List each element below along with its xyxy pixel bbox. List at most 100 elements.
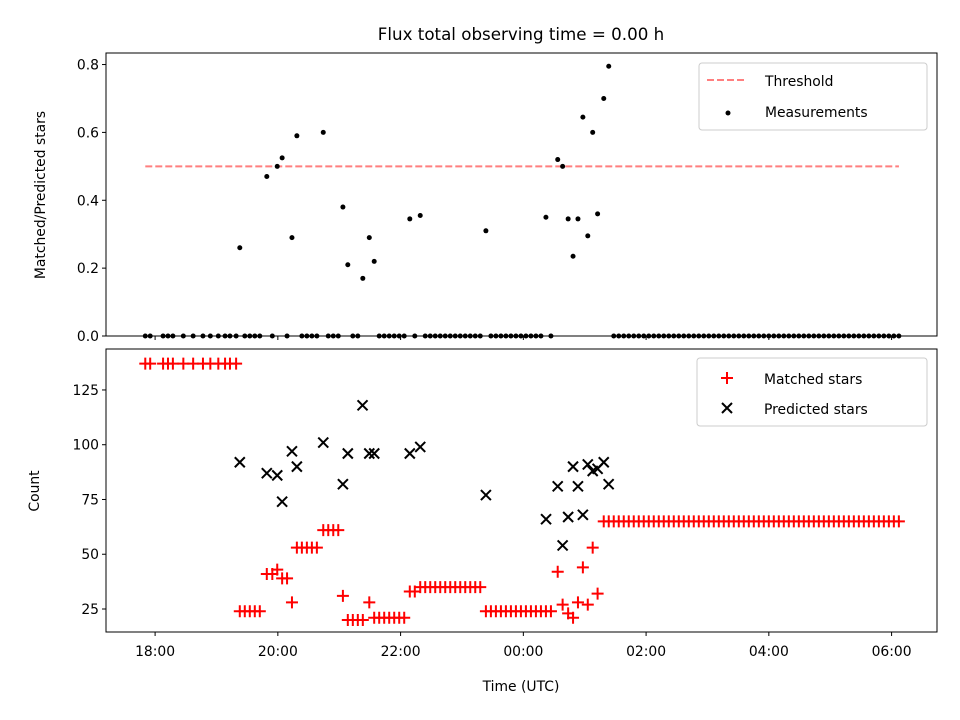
matched-star-point bbox=[253, 605, 266, 618]
measurement-point bbox=[585, 233, 591, 239]
bottom-xtick-label: 04:00 bbox=[749, 644, 789, 660]
predicted-star-point bbox=[414, 441, 426, 453]
measurement-point bbox=[340, 204, 346, 210]
legend-matched-label: Matched stars bbox=[764, 372, 862, 388]
bottom-axes-frame bbox=[105, 348, 938, 633]
matched-star-point bbox=[581, 598, 594, 611]
measurement-point bbox=[543, 214, 549, 220]
matched-star-point bbox=[230, 357, 243, 370]
matched-star-point bbox=[310, 541, 323, 554]
measurement-point bbox=[565, 216, 571, 222]
bottom-ytick-label: 125 bbox=[72, 383, 99, 399]
measurement-point bbox=[601, 95, 607, 101]
predicted-star-point bbox=[577, 509, 589, 521]
legend-predicted-label: Predicted stars bbox=[764, 402, 868, 418]
count-axes: 25 50 75 100 125 18:00 20:00 22:00 00:00 02:00 04… bbox=[27, 348, 938, 695]
measurement-point bbox=[360, 275, 366, 281]
matched-star-point bbox=[576, 561, 589, 574]
measurement-point bbox=[606, 63, 612, 69]
matched-star-point bbox=[556, 598, 569, 611]
matched-star-point bbox=[892, 515, 905, 528]
measurement-point bbox=[560, 163, 566, 169]
matched-star-point bbox=[332, 524, 345, 537]
matched-star-point bbox=[591, 587, 604, 600]
predicted-star-point bbox=[404, 447, 416, 460]
predicted-star-point bbox=[602, 478, 615, 490]
legend-measurements-swatch bbox=[725, 110, 731, 116]
predicted-star-point bbox=[540, 513, 552, 525]
predicted-star-point bbox=[261, 467, 273, 479]
bottom-ytick-label: 50 bbox=[81, 547, 99, 563]
measurement-point bbox=[555, 157, 561, 163]
measurement-point bbox=[289, 235, 295, 241]
chart-title: Flux total observing time = 0.00 h bbox=[378, 24, 664, 44]
bottom-xtick-label: 02:00 bbox=[626, 644, 666, 660]
measurement-point bbox=[279, 155, 285, 161]
bottom-xtick-label: 18:00 bbox=[135, 644, 175, 660]
matched-star-point bbox=[398, 611, 411, 624]
predicted-star-point bbox=[271, 469, 283, 482]
measurement-point bbox=[294, 133, 300, 139]
legend-threshold-label: Threshold bbox=[764, 74, 833, 90]
measurement-point bbox=[237, 245, 243, 251]
bottom-xtick-label: 22:00 bbox=[381, 644, 421, 660]
predicted-star-point bbox=[368, 447, 380, 460]
matched-star-point bbox=[544, 605, 557, 618]
matched-star-point bbox=[271, 563, 284, 576]
measurement-point bbox=[580, 114, 586, 120]
measurement-point bbox=[590, 129, 596, 135]
predicted-star-point bbox=[567, 460, 579, 473]
measurement-point bbox=[483, 228, 489, 234]
matched-star-point bbox=[281, 572, 294, 585]
legend-predicted-swatch bbox=[721, 402, 733, 414]
measurement-point bbox=[575, 216, 581, 222]
bottom-legend: Matched stars Predicted stars bbox=[696, 357, 928, 427]
predicted-star-point bbox=[286, 445, 298, 457]
measurement-point bbox=[366, 235, 372, 241]
predicted-star-point bbox=[234, 456, 246, 468]
bottom-xtick-label: 06:00 bbox=[872, 644, 912, 660]
predicted-star-point bbox=[342, 447, 354, 460]
matched-star-point bbox=[571, 596, 584, 609]
predicted-star-point bbox=[291, 460, 303, 473]
matched-star-point bbox=[336, 589, 349, 602]
measurement-point bbox=[407, 216, 413, 222]
matched-star-point bbox=[285, 596, 298, 609]
bottom-xtick-label: 00:00 bbox=[503, 644, 543, 660]
ratio-axes: 0.00.20.40.60.8 Matched/Predicted stars … bbox=[33, 52, 938, 345]
top-axes-frame bbox=[105, 52, 938, 337]
bottom-ytick-label: 100 bbox=[72, 438, 99, 454]
measurement-point bbox=[320, 129, 326, 135]
top-ytick-label: 0.2 bbox=[77, 261, 99, 277]
matched-star-point bbox=[567, 611, 580, 624]
measurement-point bbox=[595, 211, 601, 217]
bottom-xtick-label: 20:00 bbox=[258, 644, 298, 660]
measurement-point bbox=[274, 163, 280, 169]
top-ytick-label: 0.4 bbox=[77, 193, 99, 209]
top-ytick-label: 0.8 bbox=[77, 58, 99, 74]
legend-matched-swatch bbox=[721, 372, 733, 384]
legend-measurements-label: Measurements bbox=[765, 105, 868, 121]
measurement-point bbox=[570, 253, 576, 259]
measurement-point bbox=[371, 258, 377, 264]
predicted-star-point bbox=[337, 478, 349, 490]
predicted-star-point bbox=[552, 480, 564, 493]
predicted-star-point bbox=[317, 436, 329, 449]
matched-star-point bbox=[586, 541, 599, 554]
predicted-star-point bbox=[356, 399, 369, 412]
matched-star-point bbox=[363, 596, 376, 609]
top-ytick-label: 0.0 bbox=[77, 329, 99, 345]
bottom-xlabel: Time (UTC) bbox=[482, 679, 560, 695]
predicted-star-point bbox=[572, 480, 584, 493]
predicted-star-point bbox=[276, 495, 288, 508]
predicted-star-point bbox=[363, 447, 376, 460]
matched-star-point bbox=[551, 565, 564, 578]
matched-star-point bbox=[474, 581, 487, 594]
matched-star-point bbox=[356, 613, 369, 626]
measurement-point bbox=[264, 174, 270, 180]
bottom-ytick-label: 75 bbox=[81, 492, 99, 508]
predicted-star-point bbox=[480, 489, 492, 501]
measurement-point bbox=[417, 213, 423, 219]
bottom-ytick-label: 25 bbox=[81, 602, 99, 618]
